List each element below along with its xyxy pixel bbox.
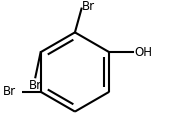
Text: Br: Br [82,0,95,13]
Text: OH: OH [134,46,152,59]
Text: Br: Br [29,79,42,92]
Text: Br: Br [2,85,16,98]
